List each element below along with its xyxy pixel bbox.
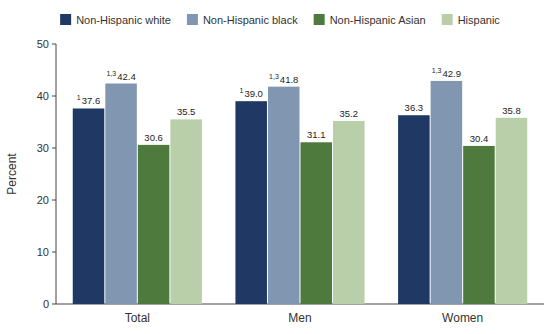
bar [398, 115, 430, 304]
y-tick [52, 200, 56, 201]
y-axis [56, 44, 57, 304]
bars [73, 81, 527, 304]
bar [170, 119, 202, 304]
y-axis-label: Percent [5, 153, 19, 195]
data-label: 35.8 [502, 105, 521, 116]
chart: 01020304050PercentTotalMenWomen37.6139.0… [0, 0, 560, 334]
legend: Non-Hispanic white Non-Hispanic black Non-… [60, 14, 500, 26]
x-tick-label: Men [288, 311, 311, 325]
data-label: 35.5 [177, 106, 196, 117]
y-tick [52, 96, 56, 97]
y-tick-label: 30 [37, 142, 49, 154]
legend-item: Non-Hispanic Asian [314, 14, 426, 26]
legend-swatch [60, 14, 71, 25]
data-label: 41.8 [280, 74, 299, 85]
y-tick [52, 148, 56, 149]
y-tick-label: 10 [37, 246, 49, 258]
y-tick-label: 0 [43, 298, 49, 310]
bar [333, 121, 365, 304]
data-labels: 37.6139.0136.342.41,341.81,342.91,330.63… [77, 67, 521, 144]
legend-swatch [187, 14, 198, 25]
data-label: 30.4 [470, 133, 489, 144]
y-tick-label: 40 [37, 90, 49, 102]
bar [463, 146, 495, 304]
bar [235, 101, 267, 304]
legend-label: Non-Hispanic white [76, 14, 171, 26]
data-label: 39.0 [244, 88, 263, 99]
y-tick [52, 44, 56, 45]
bar [73, 108, 105, 304]
legend-swatch [442, 14, 453, 25]
y-tick [52, 252, 56, 253]
y-tick-label: 20 [37, 194, 49, 206]
annotation: 1,3 [432, 67, 442, 74]
x-tick-label: Women [442, 311, 483, 325]
legend-label: Non-Hispanic Asian [330, 14, 426, 26]
annotation: 1,3 [269, 73, 279, 80]
legend-item: Non-Hispanic black [187, 14, 298, 26]
annotation: 1 [239, 87, 243, 94]
legend-label: Hispanic [458, 14, 501, 26]
bar [301, 142, 333, 304]
data-label: 30.6 [144, 132, 163, 143]
y-tick [52, 304, 56, 305]
annotation: 1 [77, 94, 81, 101]
bar [496, 118, 528, 304]
legend-label: Non-Hispanic black [203, 14, 298, 26]
data-label: 35.2 [340, 108, 359, 119]
legend-item: Hispanic [442, 14, 501, 26]
legend-item: Non-Hispanic white [60, 14, 171, 26]
annotation: 1,3 [106, 70, 116, 77]
data-label: 42.9 [443, 68, 462, 79]
data-label: 37.6 [82, 95, 101, 106]
bar [138, 145, 170, 304]
data-label: 42.4 [117, 71, 136, 82]
data-label: 36.3 [405, 102, 424, 113]
bar [431, 81, 463, 304]
legend-swatch [314, 14, 325, 25]
y-tick-label: 50 [37, 38, 49, 50]
data-label: 31.1 [307, 129, 326, 140]
bar [268, 87, 300, 304]
bar [105, 84, 137, 304]
x-tick-label: Total [125, 311, 150, 325]
